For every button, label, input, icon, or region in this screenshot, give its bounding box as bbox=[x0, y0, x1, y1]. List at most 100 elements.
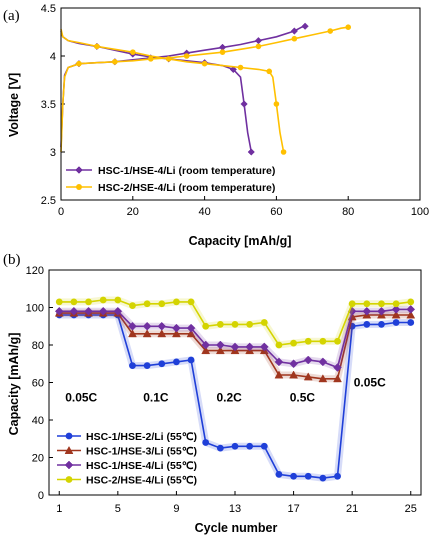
panel-b-series-4-point bbox=[334, 337, 341, 345]
panel-b-series-3-point bbox=[303, 355, 313, 365]
panel-b-legend-marker bbox=[64, 445, 74, 454]
panel-b-xtick-label: 17 bbox=[287, 503, 299, 515]
panel-b-series-3-point bbox=[186, 323, 196, 333]
panel-b-series-3-point bbox=[289, 359, 298, 369]
panel-b-series-1-point bbox=[260, 442, 268, 450]
panel-b-ytick-label: 20 bbox=[32, 453, 44, 465]
panel-a-legend-label: HSC-1/HSE-4/Li (room temperature) bbox=[98, 165, 275, 177]
panel-b-legend-marker bbox=[64, 460, 74, 470]
panel-a-series-2-point bbox=[165, 56, 172, 62]
panel-b-series-3-point bbox=[318, 357, 328, 367]
panel-b-ytick-label: 60 bbox=[32, 378, 44, 390]
panel-a-series-2-point bbox=[129, 49, 136, 55]
panel-b-series-4-point bbox=[378, 300, 385, 308]
panel-b-series-4-point bbox=[55, 298, 63, 306]
panel-b-series-3-point bbox=[245, 342, 254, 352]
panel-b-series-3-point bbox=[157, 321, 167, 331]
panel-b-series-4-point bbox=[275, 341, 283, 349]
panel-a-series-2-point bbox=[291, 35, 298, 42]
panel-a-series-2-point bbox=[266, 68, 273, 75]
panel-a-series-2-point bbox=[112, 58, 118, 65]
panel-b-series-2-point bbox=[128, 329, 137, 338]
panel-b-series-1-point bbox=[392, 319, 400, 326]
panel-a-xtick-label: 0 bbox=[58, 206, 64, 218]
panel-a-legend-marker bbox=[76, 184, 82, 190]
panel-b-series-3-point bbox=[98, 306, 108, 316]
panel-b-series-3-point bbox=[216, 340, 225, 350]
panel-b-series-1-point bbox=[231, 442, 239, 450]
panel-b-series-1-point bbox=[129, 362, 136, 370]
panel-b-ytick-label: 0 bbox=[38, 490, 44, 502]
panel-b-tag: (b) bbox=[3, 252, 21, 268]
panel-a-series-2-point bbox=[147, 56, 154, 62]
panel-b-xtick-label: 5 bbox=[115, 503, 121, 515]
panel-a-series-2-point bbox=[76, 60, 82, 67]
panel-b-series-1-point bbox=[143, 362, 151, 370]
panel-a-plot-area bbox=[60, 22, 352, 156]
panel-b-series-4-point bbox=[187, 298, 195, 306]
panel-b-series-1-point bbox=[304, 472, 312, 480]
panel-b-xlabel: Cycle number bbox=[195, 521, 278, 535]
panel-b-series-4-point bbox=[260, 319, 268, 326]
panel-b-xtick-label: 9 bbox=[173, 503, 179, 515]
panel-b-legend-label: HSC-1/HSE-3/Li (55℃) bbox=[86, 446, 197, 458]
panel-b-legend-label: HSC-1/HSE-2/Li (55℃) bbox=[86, 431, 197, 443]
panel-b-series-1-point bbox=[173, 358, 180, 366]
panel-b-legend: HSC-1/HSE-2/Li (55℃) HSC-1/HSE-3/Li (55℃)… bbox=[57, 431, 197, 487]
panel-b-series-2-point bbox=[391, 310, 401, 319]
panel-a-xtick-label: 20 bbox=[127, 206, 139, 218]
panel-b-rate-label: 0.2C bbox=[216, 390, 242, 404]
panel-b-series-2-point bbox=[289, 370, 299, 379]
panel-a-series-1-point bbox=[247, 148, 255, 156]
panel-b-legend-marker bbox=[65, 476, 73, 483]
panel-b-series-4-point bbox=[363, 300, 371, 308]
panel-b-rate-label: 0.1C bbox=[143, 390, 169, 404]
panel-b-series-3-point bbox=[230, 342, 240, 352]
panel-a-series-1-point bbox=[301, 22, 309, 30]
panel-b-series-2-point bbox=[171, 329, 181, 338]
panel-b-series-3-point bbox=[69, 306, 79, 316]
panel-b-series-2-point bbox=[186, 329, 196, 338]
panel-b-ytick-label: 40 bbox=[32, 415, 44, 427]
panel-b-series-1-point bbox=[275, 470, 283, 478]
panel-b-rate-label: 0.05C bbox=[65, 390, 97, 404]
panel-b-ticks: 1 5 9 13 17 21 25 0 20 40 60 80 100 120 bbox=[26, 265, 417, 515]
panel-b-series-4-point bbox=[319, 337, 327, 345]
panel-a-series-2-point bbox=[327, 28, 334, 34]
panel-b-ytick-label: 80 bbox=[32, 340, 44, 352]
panel-a-xtick-label: 40 bbox=[198, 206, 210, 218]
panel-b-series-3-point bbox=[172, 323, 181, 333]
panel-b-series-3-point bbox=[54, 306, 64, 316]
panel-b-series-2-point bbox=[142, 329, 152, 338]
panel-b-series-1-point bbox=[407, 319, 415, 326]
panel-b-frame bbox=[48, 269, 422, 496]
panel-b: (b) Capacity [mAh/g] Cycle number 1 5 9 13 1… bbox=[3, 252, 422, 535]
panel-b-series-4-point bbox=[129, 302, 136, 310]
panel-b-xtick-label: 13 bbox=[229, 503, 241, 515]
panel-b-series-1-point bbox=[290, 472, 297, 480]
panel-b-series-4-point bbox=[246, 320, 254, 328]
panel-a-ytick-label: 2.5 bbox=[41, 195, 56, 207]
panel-b-series-3-point bbox=[128, 321, 137, 331]
panel-b-series-4-point bbox=[70, 298, 78, 306]
panel-b-series-3-point bbox=[142, 321, 152, 331]
panel-b-series-1-point bbox=[158, 360, 166, 368]
panel-b-xtick-label: 25 bbox=[405, 503, 417, 515]
panel-a-series-1-point bbox=[290, 27, 299, 35]
panel-b-series-4-point bbox=[158, 300, 166, 308]
panel-a-series-1-point bbox=[229, 65, 237, 74]
panel-a-ytick-label: 4.5 bbox=[41, 3, 56, 15]
panel-a-series-2-point bbox=[183, 53, 190, 59]
panel-b-series-3-point bbox=[201, 340, 211, 350]
panel-b-series-2-point bbox=[333, 374, 342, 383]
panel-a-legend-label: HSC-2/HSE-4/Li (room temperature) bbox=[98, 182, 275, 194]
panel-b-ylabel: Capacity [mAh/g] bbox=[7, 333, 21, 436]
panel-b-series-4-point bbox=[202, 322, 210, 330]
panel-b-series-2-point bbox=[318, 374, 328, 383]
panel-b-series-1-point bbox=[216, 444, 224, 452]
panel-b-series-4-point bbox=[114, 296, 122, 304]
panel-b-series-4-point bbox=[231, 320, 239, 328]
panel-b-series-1-point bbox=[319, 474, 327, 482]
panel-a-frame bbox=[60, 7, 421, 201]
panel-b-series-1-point bbox=[202, 439, 210, 446]
